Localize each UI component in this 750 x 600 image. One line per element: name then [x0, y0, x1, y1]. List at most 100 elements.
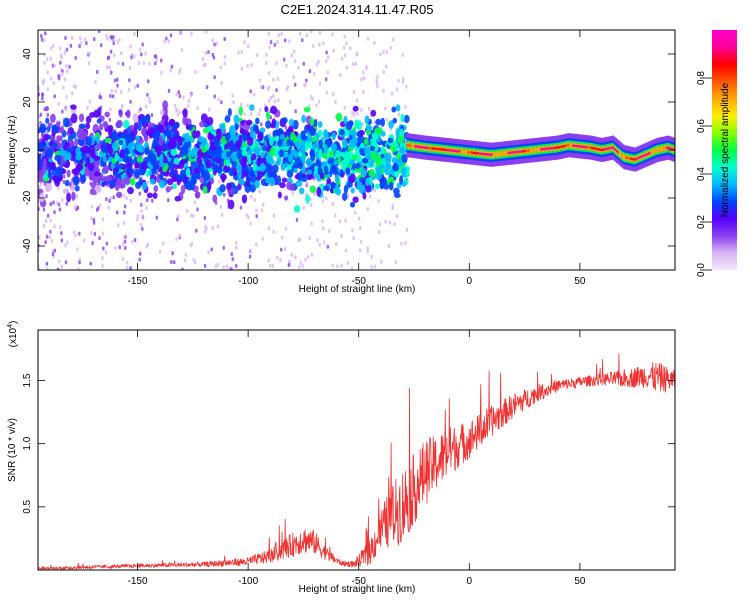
spectrogram-blob	[247, 44, 250, 49]
spectrogram-blob	[387, 243, 391, 248]
spectrogram-blob	[297, 65, 300, 70]
spectrogram-blob	[291, 191, 294, 196]
spectrogram-blob	[368, 106, 371, 111]
spectrogram-blob	[58, 46, 62, 51]
spectrogram-blob	[140, 52, 143, 57]
spectrogram-blob	[124, 246, 127, 251]
x-tick-label: 50	[574, 576, 586, 587]
spectrogram-blob	[160, 109, 165, 116]
spectrogram-blob	[273, 99, 277, 104]
spectrogram-blob	[390, 91, 394, 96]
spectrogram-blob	[326, 244, 330, 249]
spectrogram-blob	[244, 184, 251, 193]
spectrogram-trace-core	[650, 151, 653, 154]
spectrogram-blob	[309, 127, 317, 137]
spectrogram-blob	[70, 113, 78, 124]
spectrogram-blob	[326, 70, 329, 75]
spectrogram-trace-core	[501, 152, 505, 155]
spectrogram-blob	[53, 94, 56, 99]
spectrogram-blob	[197, 136, 205, 143]
spectrogram-blob	[249, 104, 255, 111]
spectrogram-trace-core	[444, 148, 448, 152]
spectrogram-blob	[309, 30, 313, 34]
spectrogram-blob	[203, 229, 207, 234]
spectrogram-blob	[109, 195, 112, 200]
spectrogram-trace-core	[422, 146, 425, 149]
spectrogram-blob	[366, 246, 369, 251]
spectrogram-blob	[308, 142, 313, 149]
y-tick-label: -40	[22, 238, 33, 253]
spectrogram-blob	[182, 95, 185, 100]
spectrogram-trace-core	[620, 153, 623, 156]
spectrogram-blob	[92, 220, 96, 225]
spectrogram-blob	[252, 147, 260, 154]
spectrogram-blob	[204, 51, 207, 56]
spectrogram-blob	[109, 34, 113, 39]
spectrogram-trace-core	[531, 149, 534, 152]
spectrogram-blob	[82, 238, 86, 243]
spectrogram-blob	[192, 130, 198, 139]
spectrogram-blob	[269, 95, 273, 100]
spectrogram-blob	[374, 183, 380, 189]
spectrogram-trace-core	[557, 146, 560, 149]
spectrogram-blob	[199, 120, 205, 128]
spectrogram-trace-core	[662, 147, 665, 150]
spectrogram-blob	[60, 197, 64, 202]
spectrogram-blob	[269, 147, 275, 157]
spectrogram-trace-core	[638, 156, 641, 159]
spectrogram-blob	[62, 85, 65, 90]
spectrogram-blob	[362, 76, 366, 81]
spectrogram-blob	[167, 162, 174, 170]
spectrogram-blob	[204, 224, 207, 229]
spectrogram-blob	[384, 219, 387, 224]
spectrogram-blob	[293, 82, 297, 87]
spectrogram-trace-core	[625, 156, 628, 159]
spectrogram-trace-core	[488, 153, 491, 156]
spectrogram-blob	[169, 33, 173, 38]
spectrogram-blob	[279, 149, 285, 158]
spectrogram-blob	[274, 160, 281, 166]
spectrogram-blob	[312, 44, 315, 49]
spectrogram-blob	[255, 214, 258, 219]
spectrogram-blob	[380, 130, 386, 137]
spectrogram-blob	[290, 252, 293, 257]
spectrogram-blob	[255, 53, 259, 58]
spectrogram-blob	[105, 65, 109, 70]
y-tick-label: 20	[22, 96, 33, 108]
spectrogram-blob	[373, 120, 376, 125]
spectrogram-blob	[170, 169, 176, 177]
spectrogram-blob	[334, 99, 337, 104]
spectrogram-blob	[331, 263, 334, 268]
spectrogram-blob	[240, 50, 243, 55]
spectrogram-blob	[384, 168, 390, 176]
spectrogram-blob	[42, 78, 46, 83]
spectrogram-trace-core	[578, 145, 582, 148]
spectrogram-blob	[241, 150, 248, 157]
spectrogram-blob	[158, 249, 162, 254]
spectrogram-blob	[401, 79, 405, 84]
spectrogram-blob	[388, 181, 394, 191]
spectrogram-blob	[191, 214, 195, 219]
spectrogram-blob	[350, 266, 354, 270]
spectrogram-trace-core	[590, 146, 594, 149]
colorbar-tick-label: 0.6	[696, 119, 707, 133]
spectrogram-blob	[391, 156, 397, 164]
colorbar-tick-label: 0.4	[696, 167, 707, 181]
spectrogram-blob	[202, 185, 208, 195]
spectrogram-blob	[72, 230, 76, 235]
spectrogram-blob	[39, 192, 45, 203]
spectrogram-blob	[236, 148, 243, 159]
spectrogram-blob	[142, 160, 148, 171]
spectrogram-blob	[313, 119, 318, 128]
spectrogram-blob	[141, 127, 148, 137]
spectrogram-blob	[158, 136, 163, 146]
spectrogram-trace-core	[614, 148, 617, 152]
spectrogram-trace-core	[424, 146, 428, 149]
spectrogram-blob	[189, 93, 193, 98]
spectrogram-blob	[267, 71, 271, 76]
spectrogram-blob	[306, 157, 313, 168]
y-tick-label: 40	[22, 48, 33, 60]
spectrogram-blob	[43, 133, 49, 141]
spectrogram-trace-core	[415, 145, 418, 148]
